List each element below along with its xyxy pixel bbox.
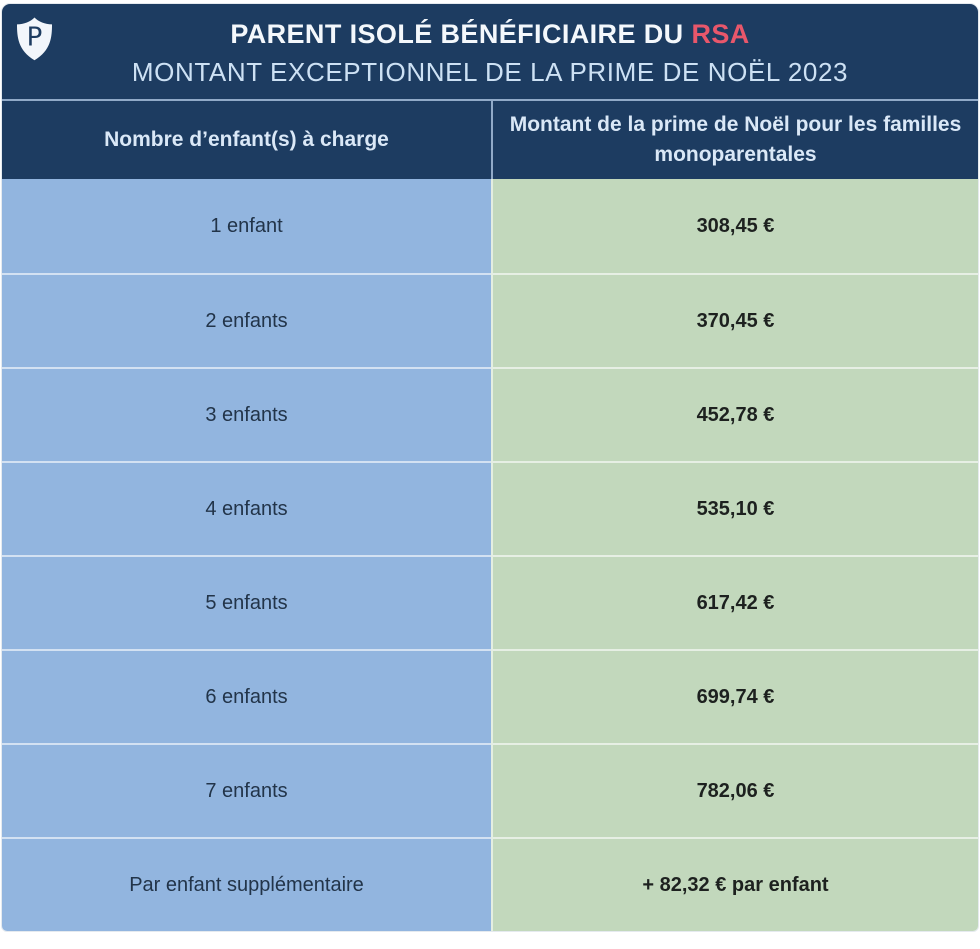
header-cell-children-count: Nombre d’enfant(s) à charge [104, 128, 389, 151]
children-count-cell: 3 enfants [2, 367, 491, 461]
amount-cell: 617,42 € [491, 555, 978, 649]
page-title: PARENT ISOLÉ BÉNÉFICIAIRE DU RSA [2, 4, 978, 54]
table-header-row: Nombre d’enfant(s) à charge Montant de l… [2, 99, 978, 179]
children-count-cell: Par enfant supplémentaire [2, 837, 491, 931]
table-body: 1 enfant 308,45 € 2 enfants 370,45 € 3 e… [2, 179, 978, 931]
amount-cell: 782,06 € [491, 743, 978, 837]
children-count-cell: 5 enfants [2, 555, 491, 649]
logo-letter: P [27, 23, 43, 53]
infographic-card: P PARENT ISOLÉ BÉNÉFICIAIRE DU RSA MONTA… [2, 4, 978, 931]
page-title-highlight: RSA [691, 19, 750, 49]
table-row: 6 enfants 699,74 € [2, 649, 978, 743]
table-row: 3 enfants 452,78 € [2, 367, 978, 461]
page-subtitle: MONTANT EXCEPTIONNEL DE LA PRIME DE NOËL… [131, 57, 849, 87]
table-row: 7 enfants 782,06 € [2, 743, 978, 837]
children-count-cell: 7 enfants [2, 743, 491, 837]
table-row: 5 enfants 617,42 € [2, 555, 978, 649]
main-header: P PARENT ISOLÉ BÉNÉFICIAIRE DU RSA MONTA… [2, 4, 978, 99]
amount-cell: + 82,32 € par enfant [491, 837, 978, 931]
table-row: 2 enfants 370,45 € [2, 273, 978, 367]
children-count-cell: 4 enfants [2, 461, 491, 555]
table-row: Par enfant supplémentaire + 82,32 € par … [2, 837, 978, 931]
amount-cell: 308,45 € [491, 179, 978, 273]
table-row: 4 enfants 535,10 € [2, 461, 978, 555]
shield-logo-icon: P [17, 17, 52, 61]
header-cell-amount: Montant de la prime de Noël pour les fam… [491, 101, 978, 179]
page: P PARENT ISOLÉ BÉNÉFICIAIRE DU RSA MONTA… [0, 4, 980, 949]
page-title-text: PARENT ISOLÉ BÉNÉFICIAIRE DU [230, 19, 692, 49]
children-count-cell: 2 enfants [2, 273, 491, 367]
amount-cell: 535,10 € [491, 461, 978, 555]
children-count-cell: 1 enfant [2, 179, 491, 273]
amount-cell: 699,74 € [491, 649, 978, 743]
amount-cell: 370,45 € [491, 273, 978, 367]
children-count-cell: 6 enfants [2, 649, 491, 743]
table-row: 1 enfant 308,45 € [2, 179, 978, 273]
amount-cell: 452,78 € [491, 367, 978, 461]
